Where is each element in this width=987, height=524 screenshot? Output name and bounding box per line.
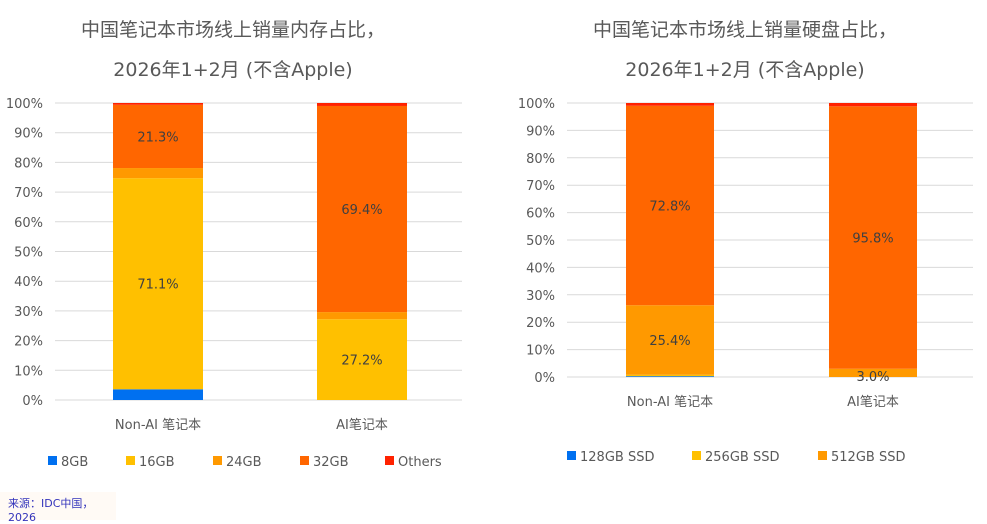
data-label: 25.4% xyxy=(649,334,690,349)
legend-swatch xyxy=(48,456,57,465)
data-label: 27.2% xyxy=(341,354,382,369)
legend-swatch xyxy=(692,451,701,460)
legend-label: 8GB xyxy=(61,455,88,470)
source-note: 来源：IDC中国，2026 xyxy=(0,492,116,524)
y-tick-label: 30% xyxy=(14,305,43,320)
x-category-label: Non-AI 笔记本 xyxy=(115,417,201,433)
y-tick-label: 90% xyxy=(14,127,43,142)
chart-title: 2026年1+2月 (不含Apple) xyxy=(113,59,352,81)
bar-segment xyxy=(626,376,714,377)
x-category-label: Non-AI 笔记本 xyxy=(627,394,713,410)
legend-swatch xyxy=(567,451,576,460)
data-label: 69.4% xyxy=(341,203,382,218)
data-label: 21.3% xyxy=(137,130,178,145)
legend-swatch xyxy=(126,456,135,465)
y-tick-label: 40% xyxy=(14,275,43,290)
bar-segment xyxy=(626,305,714,375)
bar-segment xyxy=(626,374,714,377)
legend-label: 512GB SSD xyxy=(831,450,905,465)
y-tick-label: 0% xyxy=(534,371,555,386)
legend-label: 32GB xyxy=(313,455,349,470)
chart-title: 2026年1+2月 (不含Apple) xyxy=(625,59,864,81)
y-tick-label: 10% xyxy=(14,364,43,379)
y-tick-label: 30% xyxy=(526,289,555,304)
bar-segment xyxy=(829,106,917,369)
data-label: 95.8% xyxy=(852,232,893,247)
legend-swatch xyxy=(385,456,394,465)
y-tick-label: 80% xyxy=(14,156,43,171)
chart-title: 中国笔记本市场线上销量硬盘占比， xyxy=(593,19,897,41)
bar-segment xyxy=(317,103,407,106)
x-category-label: AI笔记本 xyxy=(847,394,899,410)
bar-segment xyxy=(626,105,714,306)
legend-swatch xyxy=(300,456,309,465)
y-tick-label: 60% xyxy=(14,216,43,231)
chart-title: 中国笔记本市场线上销量内存占比， xyxy=(81,19,385,41)
bar-segment xyxy=(113,103,203,105)
bar-segment xyxy=(113,104,203,169)
bar-segment xyxy=(317,105,407,313)
legend-label: 256GB SSD xyxy=(705,450,779,465)
y-tick-label: 40% xyxy=(526,261,555,276)
legend-label: 16GB xyxy=(139,455,175,470)
bar-segment xyxy=(113,178,203,390)
legend-label: Others xyxy=(398,455,442,470)
x-category-label: AI笔记本 xyxy=(336,417,388,433)
y-tick-label: 60% xyxy=(526,207,555,222)
y-tick-label: 20% xyxy=(14,335,43,350)
y-tick-label: 10% xyxy=(526,344,555,359)
y-tick-label: 80% xyxy=(526,152,555,167)
y-tick-label: 70% xyxy=(14,186,43,201)
y-tick-label: 100% xyxy=(518,97,555,112)
y-tick-label: 20% xyxy=(526,316,555,331)
y-tick-label: 100% xyxy=(6,97,43,112)
bar-segment xyxy=(113,389,203,400)
bar-segment xyxy=(829,103,917,107)
bar-segment xyxy=(317,312,407,320)
legend-swatch xyxy=(818,451,827,460)
bar-segment xyxy=(113,168,203,179)
legend-label: 24GB xyxy=(226,455,262,470)
data-label: 3.0% xyxy=(856,370,889,385)
y-tick-label: 70% xyxy=(526,179,555,194)
bar-segment xyxy=(626,103,714,106)
y-tick-label: 90% xyxy=(526,124,555,139)
y-tick-label: 50% xyxy=(14,246,43,261)
data-label: 72.8% xyxy=(649,199,690,214)
bar-segment xyxy=(829,368,917,377)
data-label: 71.1% xyxy=(137,278,178,293)
y-tick-label: 50% xyxy=(526,234,555,249)
legend-label: 128GB SSD xyxy=(580,450,654,465)
legend-swatch xyxy=(213,456,222,465)
bar-segment xyxy=(317,319,407,400)
y-tick-label: 0% xyxy=(22,394,43,409)
